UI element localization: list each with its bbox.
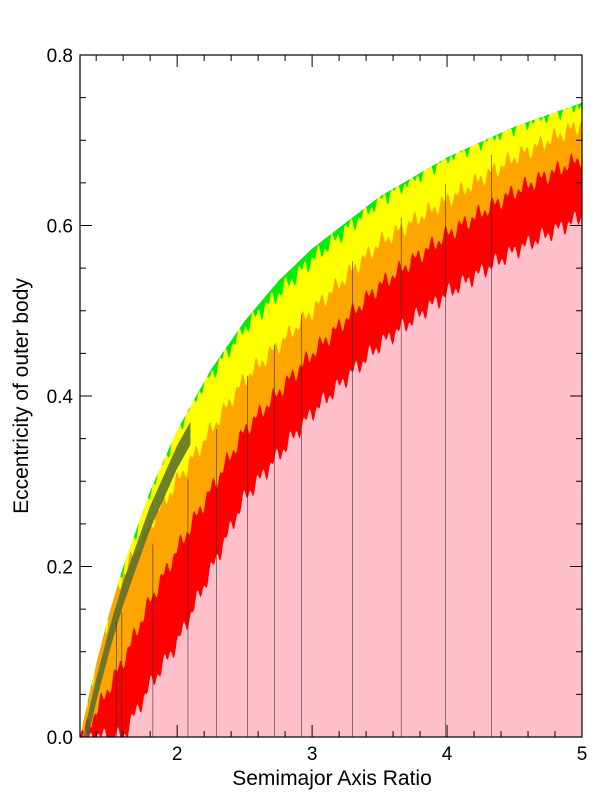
axis-tick-labels: 2 3 4 5 0.0 0.2 0.4 0.6 0.8 bbox=[47, 46, 588, 765]
x-tick-label: 2 bbox=[172, 744, 183, 765]
x-axis-title: Semimajor Axis Ratio bbox=[232, 767, 432, 790]
y-tick-label: 0.4 bbox=[47, 387, 74, 408]
x-tick-label: 5 bbox=[577, 744, 588, 765]
y-tick-label: 0.8 bbox=[47, 46, 73, 67]
x-tick-label: 3 bbox=[307, 744, 318, 765]
dark-green-band bbox=[80, 421, 191, 737]
resonance-lines bbox=[116, 154, 492, 737]
y-tick-label: 0.6 bbox=[47, 217, 73, 238]
y-axis-title: Eccentricity of outer body bbox=[10, 278, 33, 514]
x-tick-label: 4 bbox=[442, 744, 453, 765]
axis-ticks bbox=[80, 54, 583, 738]
stability-bands bbox=[80, 55, 582, 737]
plot-area bbox=[80, 55, 582, 737]
y-tick-label: 0.2 bbox=[47, 558, 73, 579]
unstable-region bbox=[80, 55, 582, 737]
stability-band bbox=[80, 211, 582, 737]
y-tick-label: 0.0 bbox=[47, 728, 73, 749]
